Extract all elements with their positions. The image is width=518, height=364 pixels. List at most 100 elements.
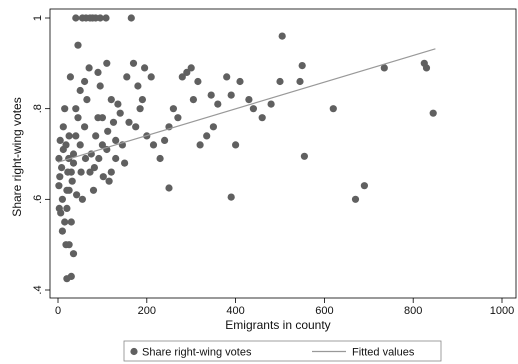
legend-fit-label: Fitted values	[352, 347, 415, 359]
scatter-point	[77, 168, 85, 176]
scatter-point	[56, 136, 64, 144]
scatter-point	[227, 193, 235, 201]
scatter-point	[156, 154, 164, 163]
scatter-point	[72, 105, 80, 113]
scatter-point	[300, 152, 308, 160]
scatter-point	[55, 154, 63, 163]
scatter-point	[76, 86, 84, 95]
scatter-point	[58, 195, 66, 203]
scatter-point	[194, 77, 202, 86]
scatter-point	[69, 150, 78, 158]
y-axis: .4 .6 .8 1	[32, 15, 50, 295]
scatter-point	[107, 168, 115, 176]
scatter-point	[61, 218, 69, 226]
scatter-point	[67, 218, 75, 226]
x-tick-label: 200	[138, 305, 156, 317]
scatter-point	[83, 96, 91, 104]
scatter-point	[72, 14, 80, 22]
scatter-point	[103, 59, 111, 67]
scatter-point	[102, 14, 110, 22]
scatter-point	[276, 77, 284, 86]
scatter-point	[249, 105, 257, 113]
legend-box	[123, 340, 442, 362]
plot-area	[49, 8, 517, 299]
scatter-point	[121, 159, 129, 167]
scatter-point	[62, 141, 70, 149]
scatter-point	[232, 141, 240, 149]
scatter-point	[112, 136, 120, 144]
scatter-point	[68, 177, 76, 185]
scatter-point	[63, 275, 71, 283]
scatter-point	[189, 96, 197, 104]
scatter-point	[74, 114, 82, 122]
scatter-point	[104, 127, 112, 135]
scatter-point	[267, 100, 275, 108]
scatter-point	[245, 96, 253, 104]
scatter-point	[92, 132, 100, 140]
scatter-point	[134, 82, 142, 90]
scatter-point	[125, 118, 133, 126]
scatter-point	[174, 114, 182, 122]
scatter-point	[258, 114, 266, 122]
scatter-point	[107, 96, 115, 104]
scatter-point	[422, 64, 431, 72]
scatter-point	[132, 123, 140, 131]
scatter-point	[278, 32, 286, 40]
scatter-point	[86, 168, 94, 176]
scatter-point	[66, 73, 74, 81]
scatter-point	[114, 100, 122, 108]
scatter-point	[183, 68, 191, 76]
y-tick-label: .8	[32, 104, 44, 113]
x-tick-label: 800	[404, 305, 422, 317]
scatter-point	[61, 105, 69, 113]
scatter-point	[187, 64, 195, 72]
scatter-point	[380, 64, 388, 72]
legend-scatter-label: Share right-wing votes	[142, 347, 252, 359]
scatter-point	[67, 168, 75, 176]
scatter-point	[136, 105, 144, 113]
scatter-point	[105, 177, 113, 185]
scatter-point	[81, 123, 89, 131]
scatter-point	[72, 132, 80, 140]
scatter-point	[63, 204, 71, 212]
scatter-point	[78, 195, 86, 203]
scatter-point	[196, 141, 204, 149]
y-tick-label: 1	[32, 15, 44, 21]
scatter-point	[123, 73, 131, 81]
scatter-point	[127, 14, 135, 22]
scatter-point	[95, 154, 103, 163]
x-axis-label: Emigrants in county	[225, 318, 330, 332]
x-axis: 0 200 400 600 800 1000	[55, 298, 514, 317]
scatter-point	[207, 91, 215, 99]
x-tick-label: 1000	[490, 305, 514, 317]
scatter-point	[236, 77, 244, 86]
scatter-point	[90, 164, 98, 172]
scatter-point	[169, 105, 177, 113]
scatter-point	[59, 123, 67, 131]
scatter-point	[296, 77, 304, 86]
scatter-point	[98, 114, 106, 122]
scatter-point	[81, 77, 89, 86]
scatter-point	[129, 59, 138, 67]
scatter-point	[69, 250, 78, 258]
y-tick-label: .4	[32, 285, 44, 294]
scatter-point	[81, 154, 90, 163]
scatter-point	[58, 227, 66, 235]
scatter-point	[55, 204, 63, 212]
scatter-point	[58, 164, 66, 172]
scatter-point	[85, 64, 93, 72]
scatter-point	[178, 73, 186, 81]
scatter-point	[149, 141, 158, 149]
scatter-point	[56, 173, 64, 181]
scatter-point	[329, 105, 337, 113]
scatter-point	[116, 109, 124, 117]
scatter-point	[209, 123, 217, 131]
scatter-point	[74, 41, 82, 49]
scatter-point	[429, 109, 437, 117]
scatter-point	[138, 96, 146, 104]
scatter-point	[99, 173, 107, 181]
scatter-point	[161, 136, 169, 144]
scatter-point	[96, 14, 104, 22]
scatter-point	[351, 195, 360, 203]
